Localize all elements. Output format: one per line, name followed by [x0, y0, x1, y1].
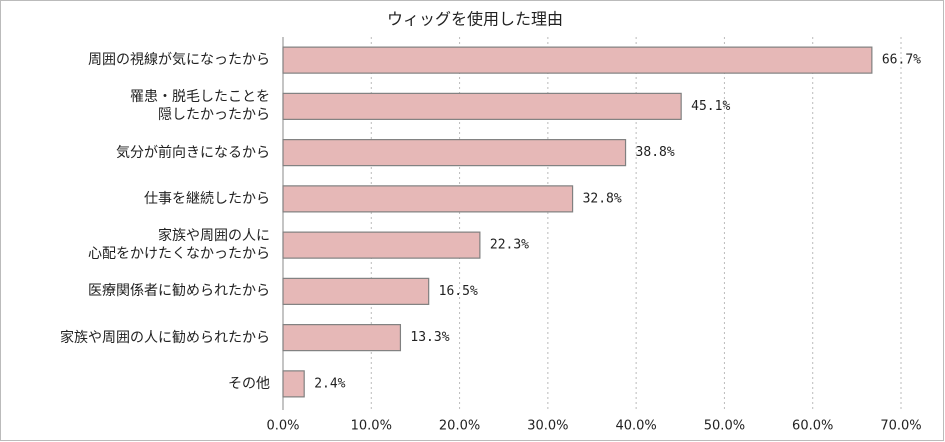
value-label: 38.8%	[636, 145, 675, 160]
bar	[282, 277, 430, 305]
x-tick-label: 0.0%	[266, 419, 299, 434]
bar	[282, 324, 402, 352]
value-label: 66.7%	[882, 53, 921, 68]
y-tick-label: その他	[228, 375, 270, 392]
bar	[282, 92, 682, 120]
y-tick-label: 周囲の視線が気になったから	[88, 52, 270, 69]
x-tick-label: 40.0%	[615, 419, 656, 434]
y-tick-label: 仕事を継続したから	[144, 190, 270, 207]
bar	[282, 231, 481, 259]
y-tick-label: 罹患・脱毛したことを 隠したかったから	[130, 89, 270, 124]
x-tick-label: 70.0%	[880, 419, 921, 434]
bar	[282, 46, 873, 74]
value-label: 2.4%	[314, 376, 345, 391]
x-tick-label: 60.0%	[792, 419, 833, 434]
y-tick-label: 家族や周囲の人に 心配をかけたくなかったから	[88, 228, 270, 263]
y-tick-label: 医療関係者に勧められたから	[88, 283, 270, 300]
x-tick-label: 30.0%	[527, 419, 568, 434]
value-label: 22.3%	[490, 238, 529, 253]
bar	[282, 370, 305, 398]
value-label: 16.5%	[439, 284, 478, 299]
x-tick-label: 20.0%	[439, 419, 480, 434]
y-tick-label: 気分が前向きになるから	[116, 144, 270, 161]
x-tick-label: 10.0%	[351, 419, 392, 434]
x-tick-label: 50.0%	[704, 419, 745, 434]
value-label: 45.1%	[691, 99, 730, 114]
value-label: 32.8%	[583, 191, 622, 206]
bar	[282, 185, 574, 213]
value-label: 13.3%	[410, 330, 449, 345]
y-tick-label: 家族や周囲の人に勧められたから	[60, 329, 270, 346]
bar	[282, 139, 627, 167]
chart-title: ウィッグを使用した理由	[387, 10, 563, 29]
